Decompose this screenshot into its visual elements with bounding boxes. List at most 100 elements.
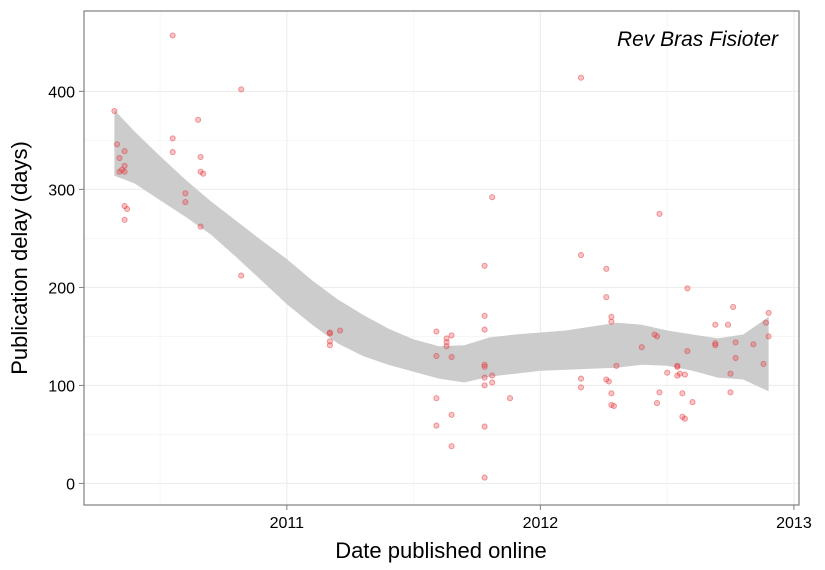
data-point [750, 341, 757, 348]
data-point [760, 360, 767, 367]
panel-title: Rev Bras Fisioter [617, 28, 779, 51]
data-point [433, 352, 440, 360]
data-point [765, 309, 772, 316]
data-point [481, 262, 488, 269]
data-point [689, 399, 696, 406]
data-point [433, 328, 440, 335]
data-points [111, 32, 772, 481]
data-point [182, 199, 189, 206]
data-point [448, 411, 455, 418]
data-point [712, 342, 719, 349]
x-axis-ticks: 2011 2012 2013 [270, 505, 812, 532]
data-point [489, 372, 496, 379]
data-point [116, 154, 123, 162]
panel-background [84, 11, 799, 505]
y-tick-label: 400 [48, 84, 75, 101]
data-point [577, 375, 585, 382]
data-point [182, 190, 189, 197]
y-tick-label: 200 [48, 280, 75, 297]
data-point [443, 343, 450, 350]
data-point [124, 205, 131, 213]
data-point [489, 194, 496, 201]
data-point [674, 363, 681, 370]
x-axis-title: Date published online [335, 538, 547, 563]
data-point [448, 353, 455, 361]
data-point [608, 313, 615, 320]
data-point [605, 378, 612, 385]
data-point [608, 390, 615, 397]
data-point [712, 340, 719, 347]
data-point [712, 321, 719, 328]
data-point [481, 374, 488, 381]
data-point [664, 369, 671, 376]
data-point [433, 422, 440, 429]
data-point [506, 395, 514, 402]
data-point [121, 148, 128, 155]
data-point [656, 389, 663, 396]
data-point [656, 210, 663, 217]
data-point [610, 402, 617, 410]
data-point [337, 327, 344, 334]
data-point [481, 423, 488, 430]
data-point [481, 361, 488, 368]
data-point [732, 354, 739, 362]
y-axis-ticks: 0 100 200 300 400 [48, 84, 84, 493]
data-point [608, 318, 615, 325]
y-tick-label: 0 [66, 476, 75, 493]
data-point [481, 312, 488, 319]
data-point [200, 170, 207, 177]
data-point [613, 362, 620, 369]
grid-lines [84, 11, 799, 505]
data-point [577, 252, 585, 259]
data-point [577, 384, 585, 391]
data-point [448, 443, 455, 450]
data-point [326, 330, 333, 337]
data-point [433, 395, 440, 402]
y-tick-label: 300 [48, 182, 75, 199]
data-point [724, 321, 732, 328]
data-point [679, 390, 686, 397]
data-point [169, 149, 176, 156]
data-point [653, 333, 661, 340]
data-point [765, 333, 772, 340]
x-tick-label: 2012 [523, 515, 559, 532]
data-point [121, 168, 128, 175]
data-point [730, 303, 737, 311]
data-point [489, 379, 496, 386]
data-point [727, 370, 734, 377]
y-axis-title: Publication delay (days) [7, 141, 32, 375]
data-point [111, 107, 118, 115]
data-point [681, 371, 688, 378]
data-point [653, 400, 661, 407]
data-point [732, 339, 739, 346]
data-point [197, 223, 204, 230]
data-point [481, 326, 488, 333]
data-point [448, 332, 455, 339]
smooth-confidence-band [114, 110, 769, 392]
panel-border [83, 10, 800, 506]
data-point [238, 86, 245, 93]
data-point [169, 135, 176, 142]
data-point [676, 370, 683, 377]
data-point [638, 344, 645, 351]
x-tick-label: 2011 [270, 515, 305, 532]
data-point [603, 294, 610, 301]
data-point [577, 74, 585, 81]
data-point [113, 141, 121, 148]
data-point [326, 342, 333, 349]
data-point [197, 153, 204, 161]
data-point [481, 382, 488, 389]
x-tick-label: 2013 [776, 515, 812, 532]
data-point [121, 162, 128, 169]
data-point [762, 319, 770, 326]
data-point [195, 116, 202, 123]
data-point [681, 415, 688, 422]
data-point [684, 348, 691, 355]
y-tick-label: 100 [48, 378, 75, 395]
data-point [684, 285, 691, 292]
data-point [603, 265, 610, 272]
data-point [481, 474, 488, 481]
data-point [481, 363, 488, 370]
data-point [727, 389, 734, 396]
